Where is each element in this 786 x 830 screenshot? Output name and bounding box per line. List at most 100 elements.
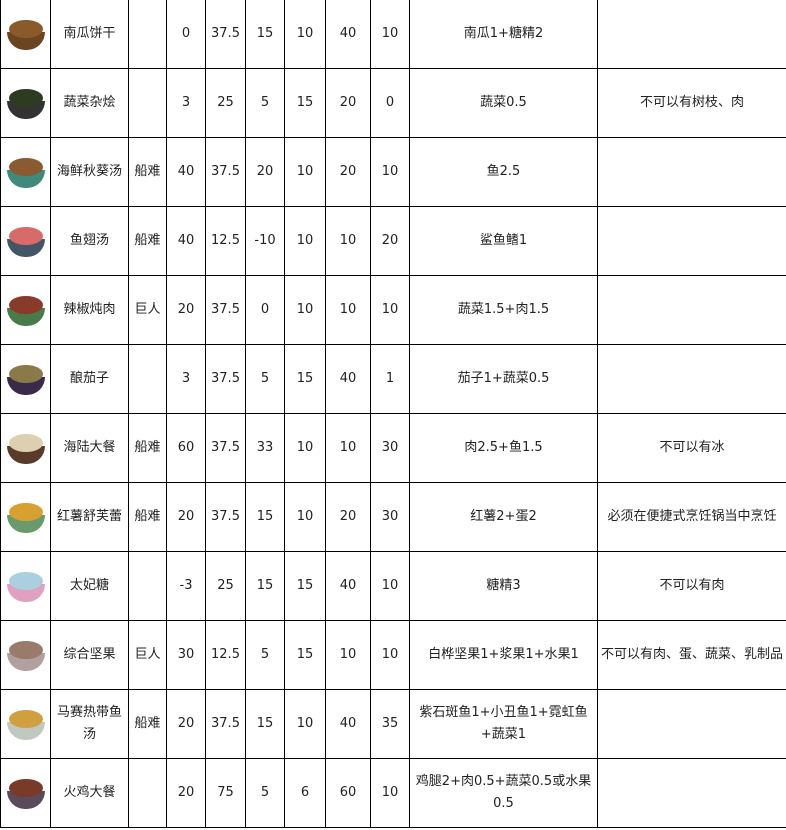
ingredients: 蔬菜0.5 (409, 68, 598, 138)
shark-fin-soup-icon (4, 223, 48, 259)
icon-cell (0, 206, 51, 276)
stat-4: 10 (284, 482, 326, 552)
table-row: 综合坚果 巨人 30 12.5 5 15 10 10 白桦坚果1+浆果1+水果1 不可以有肉、蛋、… (0, 620, 786, 690)
taffy-icon (4, 568, 48, 604)
stat-2: 25 (205, 551, 246, 621)
stat-6: 10 (370, 275, 410, 345)
dish-name: 太妃糖 (50, 551, 129, 621)
stat-5: 40 (325, 0, 371, 69)
dish-name: 鱼翅汤 (50, 206, 129, 276)
stat-2: 12.5 (205, 206, 246, 276)
stat-6: 0 (370, 68, 410, 138)
stat-6: 30 (370, 482, 410, 552)
stat-2: 25 (205, 68, 246, 138)
icon-cell (0, 551, 51, 621)
ingredients: 蔬菜1.5+肉1.5 (409, 275, 598, 345)
gumbo-icon (4, 154, 48, 190)
table-row: 鱼翅汤 船难 40 12.5 -10 10 10 20 鲨鱼鳍1 (0, 206, 786, 276)
dlc: 船难 (128, 482, 167, 552)
ingredients: 紫石斑鱼1+小丑鱼1+霓虹鱼+蔬菜1 (409, 689, 598, 759)
note: 必须在便捷式烹饪锅当中烹饪 (597, 482, 786, 552)
table-row: 南瓜饼干 0 37.5 15 10 40 10 南瓜1+糖精2 (0, 0, 786, 69)
turkey-dinner-icon (4, 775, 48, 811)
note: 不可以有肉 (597, 551, 786, 621)
dlc: 船难 (128, 137, 167, 207)
stat-2: 37.5 (205, 137, 246, 207)
stat-2: 37.5 (205, 413, 246, 483)
ingredients: 白桦坚果1+浆果1+水果1 (409, 620, 598, 690)
stat-5: 20 (325, 137, 371, 207)
table-row: 辣椒炖肉 巨人 20 37.5 0 10 10 10 蔬菜1.5+肉1.5 (0, 275, 786, 345)
stat-3: 15 (245, 482, 285, 552)
stat-1: 40 (166, 206, 206, 276)
dish-name: 海鲜秋葵汤 (50, 137, 129, 207)
dlc: 巨人 (128, 275, 167, 345)
icon-cell (0, 344, 51, 414)
ingredients: 鲨鱼鳍1 (409, 206, 598, 276)
icon-cell (0, 482, 51, 552)
stat-3: 15 (245, 0, 285, 69)
note (597, 0, 786, 69)
stat-5: 40 (325, 344, 371, 414)
note (597, 689, 786, 759)
stat-6: 10 (370, 620, 410, 690)
stat-4: 15 (284, 68, 326, 138)
stat-3: 15 (245, 689, 285, 759)
stir-fry-icon (4, 85, 48, 121)
note (597, 206, 786, 276)
sweet-potato-souffle-icon (4, 499, 48, 535)
ingredients: 红薯2+蛋2 (409, 482, 598, 552)
dlc: 船难 (128, 413, 167, 483)
stat-2: 37.5 (205, 689, 246, 759)
icon-cell (0, 68, 51, 138)
dish-name: 酿茄子 (50, 344, 129, 414)
stat-4: 10 (284, 413, 326, 483)
dish-name: 火鸡大餐 (50, 758, 129, 828)
stat-4: 10 (284, 206, 326, 276)
pepper-stew-icon (4, 292, 48, 328)
stat-6: 30 (370, 413, 410, 483)
stat-1: 20 (166, 275, 206, 345)
stat-4: 10 (284, 137, 326, 207)
stat-3: -10 (245, 206, 285, 276)
stuffed-eggplant-icon (4, 361, 48, 397)
stat-1: 20 (166, 482, 206, 552)
note (597, 137, 786, 207)
table-row: 蔬菜杂烩 3 25 5 15 20 0 蔬菜0.5 不可以有树枝、肉 (0, 68, 786, 138)
table-row: 红薯舒芙蕾 船难 20 37.5 15 10 20 30 红薯2+蛋2 必须在便捷式烹饪锅当中烹饪 (0, 482, 786, 552)
dish-name: 南瓜饼干 (50, 0, 129, 69)
stat-1: 40 (166, 137, 206, 207)
table-row: 火鸡大餐 20 75 5 6 60 10 鸡腿2+肉0.5+蔬菜0.5或水果0.5 (0, 758, 786, 828)
stat-3: 0 (245, 275, 285, 345)
stat-3: 5 (245, 68, 285, 138)
table-row: 海陆大餐 船难 60 37.5 33 10 10 30 肉2.5+鱼1.5 不可以有冰 (0, 413, 786, 483)
stat-2: 37.5 (205, 0, 246, 69)
icon-cell (0, 137, 51, 207)
stat-3: 15 (245, 551, 285, 621)
note (597, 275, 786, 345)
stat-4: 10 (284, 0, 326, 69)
dish-name: 综合坚果 (50, 620, 129, 690)
table-row: 马赛热带鱼汤 船难 20 37.5 15 10 40 35 紫石斑鱼1+小丑鱼1+霓虹鱼+蔬菜1 (0, 689, 786, 759)
dlc (128, 68, 167, 138)
surf-n-turf-icon (4, 430, 48, 466)
stat-4: 6 (284, 758, 326, 828)
stat-2: 37.5 (205, 275, 246, 345)
stat-1: 60 (166, 413, 206, 483)
ingredients: 肉2.5+鱼1.5 (409, 413, 598, 483)
stat-1: 3 (166, 344, 206, 414)
dish-name: 辣椒炖肉 (50, 275, 129, 345)
stat-3: 5 (245, 620, 285, 690)
stat-1: -3 (166, 551, 206, 621)
tropical-bouillabaisse-icon (4, 706, 48, 742)
stat-1: 0 (166, 0, 206, 69)
note: 不可以有树枝、肉 (597, 68, 786, 138)
stat-2: 75 (205, 758, 246, 828)
stat-1: 20 (166, 689, 206, 759)
stat-5: 10 (325, 413, 371, 483)
ingredients: 糖精3 (409, 551, 598, 621)
stat-4: 15 (284, 344, 326, 414)
dish-name: 蔬菜杂烩 (50, 68, 129, 138)
stat-6: 10 (370, 0, 410, 69)
